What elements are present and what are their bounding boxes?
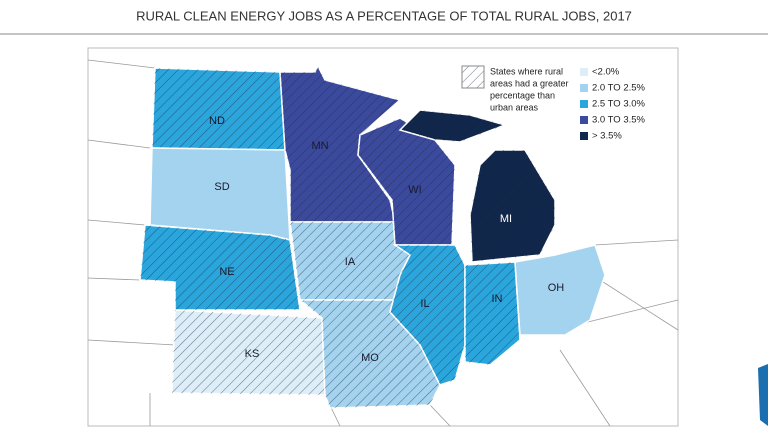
title: RURAL CLEAN ENERGY JOBS AS A PERCENTAGE … xyxy=(136,8,632,23)
state-label: MI xyxy=(500,213,512,225)
legend: States where rural areas had a greater per… xyxy=(461,65,646,142)
state-label: WI xyxy=(408,184,421,196)
state: IA xyxy=(289,221,411,301)
legend-swatch xyxy=(580,84,588,92)
legend-swatch xyxy=(580,132,588,140)
state-label: MO xyxy=(361,352,379,364)
states: ND SD NE KS MN IA MO WI IL IN OH MI xyxy=(139,64,606,409)
hatch-note: urban areas xyxy=(490,102,539,112)
state-hatch xyxy=(300,300,440,408)
state: ND xyxy=(151,67,286,151)
state-hatch xyxy=(465,262,520,365)
state-hatch xyxy=(358,118,455,245)
legend-label: 2.0 TO 2.5% xyxy=(592,83,646,94)
hatch-note: areas had a greater xyxy=(490,78,569,88)
state: IL xyxy=(389,244,466,386)
legend-label: <2.0% xyxy=(592,67,620,78)
legend-swatch xyxy=(580,68,588,76)
state-hatch xyxy=(140,225,300,310)
state-hatch xyxy=(290,222,410,300)
state: SD xyxy=(149,147,291,241)
state: WI xyxy=(357,117,456,246)
state-hatch xyxy=(172,310,325,395)
logo-fragment xyxy=(758,364,768,426)
state-label: IN xyxy=(492,293,503,305)
background-outlines xyxy=(87,59,679,427)
legend-label: > 3.5% xyxy=(592,131,622,142)
state: MN xyxy=(279,64,402,223)
state-label: ND xyxy=(209,115,225,127)
state-label: IA xyxy=(345,256,356,268)
state-label: MN xyxy=(311,140,328,152)
legend-label: 2.5 TO 3.0% xyxy=(592,99,646,110)
hatch-swatch xyxy=(461,65,485,89)
state-hatch xyxy=(390,245,465,385)
state: OH xyxy=(514,244,606,336)
state-area xyxy=(514,244,606,336)
state-hatch xyxy=(280,66,400,222)
legend-label: 3.0 TO 3.5% xyxy=(592,115,646,126)
state: IN xyxy=(464,261,521,366)
state-label: IL xyxy=(420,298,429,310)
legend-swatch xyxy=(580,100,588,108)
legend-swatch xyxy=(580,116,588,124)
hatch-note: States where rural xyxy=(490,66,563,76)
hatch-note: percentage than xyxy=(490,90,555,100)
state: KS xyxy=(171,309,326,396)
state-label: OH xyxy=(548,282,565,294)
state: MI xyxy=(398,109,556,263)
state-area xyxy=(149,147,291,241)
state-label: SD xyxy=(214,181,229,193)
state: NE xyxy=(139,224,301,311)
state-label: KS xyxy=(245,348,260,360)
state-hatch xyxy=(152,68,285,150)
state-label: NE xyxy=(219,266,234,278)
state-hatch xyxy=(400,110,505,142)
state-hatch xyxy=(470,150,555,262)
